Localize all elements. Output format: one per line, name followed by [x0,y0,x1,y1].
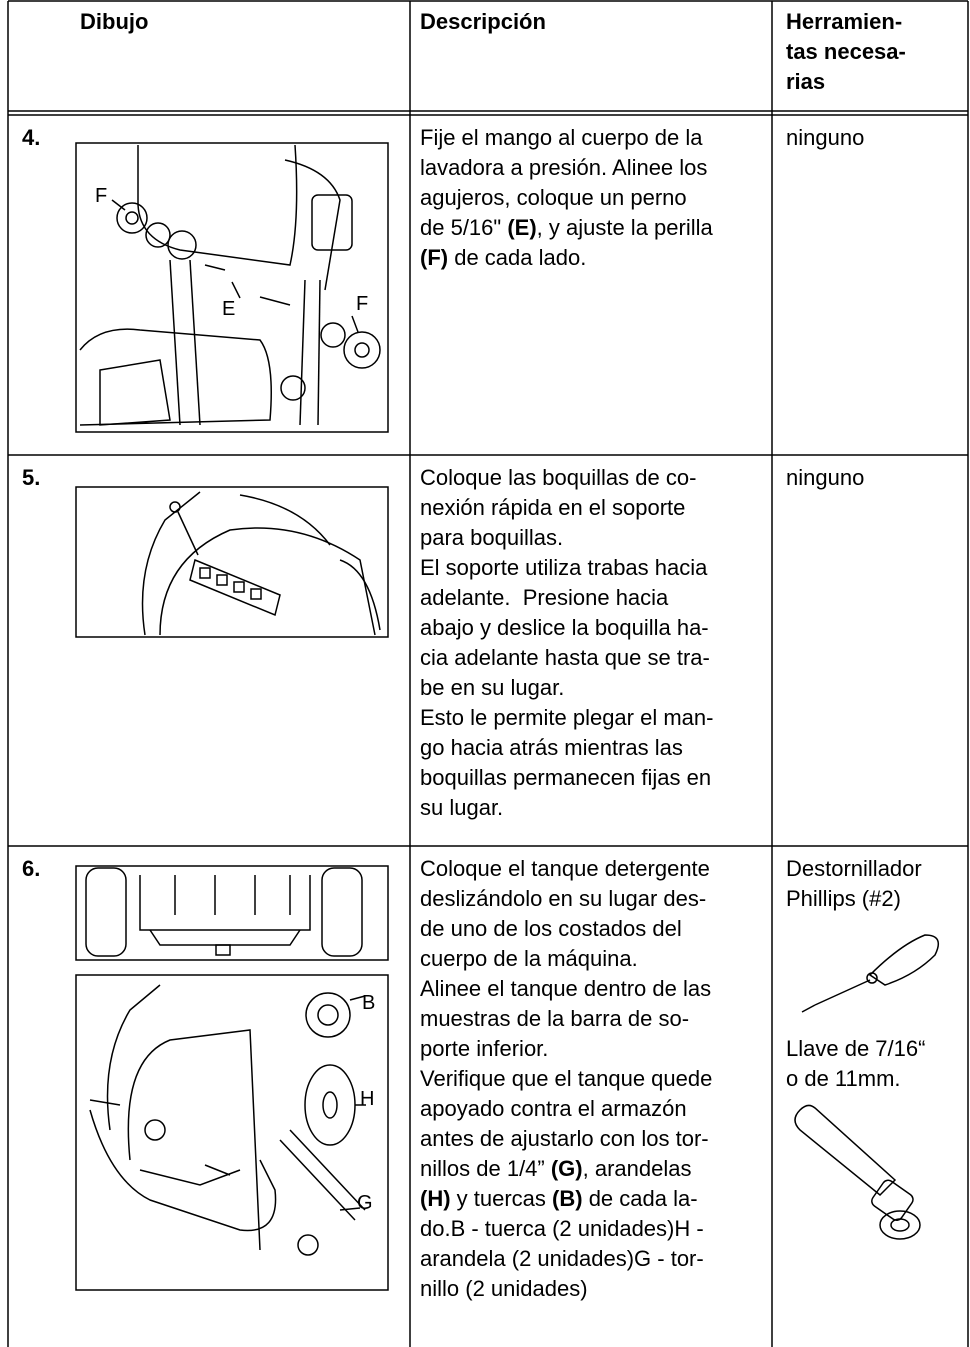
description-line: nillo (2 unidades) [420,1276,588,1301]
description-line: be en su lugar. [420,675,565,700]
description-line: antes de ajustarlo con los tor- [420,1126,709,1151]
header-cell: Dibujo [80,9,149,34]
text-run: (F) [420,245,449,270]
description-line: go hacia atrás mientras las [420,735,683,760]
description-line: Verifique que el tanque quede [420,1066,713,1091]
callout-label: F [356,293,369,315]
text-run: , y ajuste la perilla [536,215,713,240]
table-grid [7,0,969,1347]
tool-text: Llave de 7/16“ [786,1036,926,1061]
row-number: 4. [22,125,41,150]
description-line: muestras de la barra de so- [420,1006,690,1031]
illustration-wrench [794,1104,921,1240]
tool-text: ninguno [786,465,865,490]
description-line: Coloque las boquillas de co- [420,465,697,490]
header-cell: tas necesa- [786,39,906,64]
text-run: y tuercas [450,1186,553,1211]
header-cell: Descripción [420,9,546,34]
text-run: (B) [552,1186,583,1211]
description-line: lavadora a presión. Alinee los [420,155,708,180]
text-run: nillos de 1/4” [420,1156,551,1181]
description-line: porte inferior. [420,1036,549,1061]
text-run: de cada la- [582,1186,698,1211]
callout-label: F [95,185,108,207]
text-run: (H) [420,1186,451,1211]
description-line: apoyado contra el armazón [420,1096,687,1121]
callout-label: E [222,298,236,320]
description-line: do.B - tuerca (2 unidades)H - [420,1216,704,1241]
description-line: abajo y deslice la boquilla ha- [420,615,709,640]
callout-label: B [362,992,376,1014]
text-run: de cada lado. [448,245,587,270]
callout-label: G [357,1192,373,1214]
illustration-tank [75,865,389,1291]
description-line: de 5/16" (E), y ajuste la perilla [420,213,713,243]
description-line: su lugar. [420,795,504,820]
row-number: 6. [22,856,41,881]
callout-label: H [360,1088,375,1110]
description-line: nexión rápida en el soporte [420,495,686,520]
description-line: Esto le permite plegar el man- [420,705,714,730]
description-line: El soporte utiliza trabas hacia [420,555,708,580]
tool-text: Phillips (#2) [786,886,901,911]
description-line: cia adelante hasta que se tra- [420,645,710,670]
header-cell: rias [786,69,826,94]
description-line: para boquillas. [420,525,564,550]
text-run: , arandelas [582,1156,692,1181]
tool-text: Destornillador [786,856,922,881]
description-line: cuerpo de la máquina. [420,946,638,971]
description-line: Coloque el tanque detergente [420,856,710,881]
description-line: nillos de 1/4” (G), arandelas [420,1154,691,1184]
text-run: (G) [550,1156,583,1181]
description-line: adelante. Presione hacia [420,585,669,610]
description-line: arandela (2 unidades)G - tor- [420,1246,704,1271]
illustration-screwdriver [801,934,940,1013]
header-cell: Herramien- [786,9,903,34]
text-run: de 5/16" [420,215,508,240]
description-line: deslizándolo en su lugar des- [420,886,707,911]
description-line: (F) de cada lado. [420,243,586,273]
description-line: boquillas permanecen fijas en [420,765,712,790]
description-line: (H) y tuercas (B) de cada la- [420,1184,698,1214]
description-line: Alinee el tanque dentro de las [420,976,712,1001]
illustration-handle [75,142,389,433]
text-run: (E) [507,215,537,240]
illustration-nozzles [75,486,389,638]
tool-text: ninguno [786,125,865,150]
description-line: Fije el mango al cuerpo de la [420,125,703,150]
row-number: 5. [22,465,41,490]
tool-text: o de 11mm. [786,1066,901,1091]
description-line: agujeros, coloque un perno [420,185,687,210]
description-line: de uno de los costados del [420,916,682,941]
